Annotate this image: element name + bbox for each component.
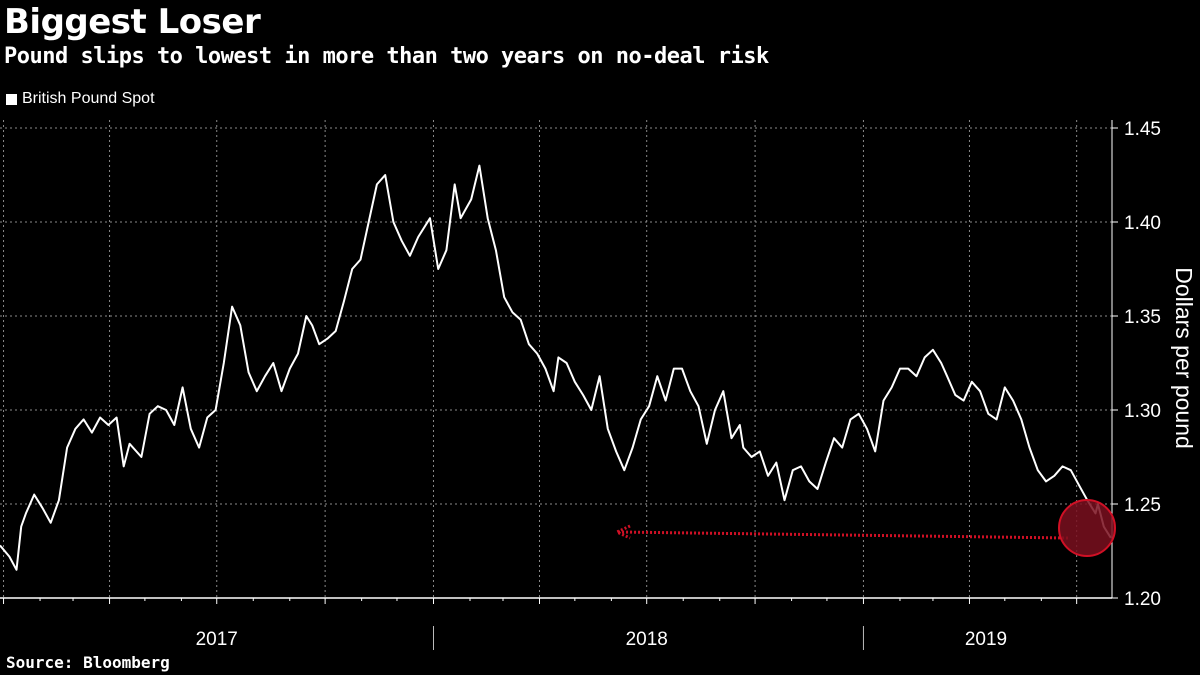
annotation-arrowhead [613,524,631,540]
x-year-label: 2019 [965,629,1007,650]
annotation-layer [613,499,1116,557]
x-year-label: 2017 [196,629,238,650]
y-tick-label: 1.25 [1124,495,1161,516]
x-year-label: 2018 [626,629,668,650]
legend: British Pound Spot [6,90,155,108]
legend-label: British Pound Spot [22,90,155,107]
y-tick-label: 1.30 [1124,401,1161,422]
chart-subtitle: Pound slips to lowest in more than two y… [4,44,769,69]
chart-title: Biggest Loser [4,2,261,42]
y-tick-label: 1.40 [1124,213,1161,234]
x-axis: 2017 2018 2019 [0,597,1112,650]
grid-lines [0,120,1112,598]
series-layer [0,164,1112,571]
legend-swatch [6,93,17,105]
y-tick-label: 1.35 [1124,307,1161,328]
source-note: Source: Bloomberg [6,653,170,672]
y-axis-label: Dollars per pound [1171,267,1197,449]
series-line-british-pound-spot [0,164,1112,571]
y-tick-label: 1.45 [1124,119,1161,140]
annotation-circle [1058,499,1116,557]
annotation-arrow [617,530,1069,540]
y-axis: 1.20 1.25 1.30 1.35 1.40 1.45 [1111,119,1161,610]
y-tick-label: 1.20 [1124,589,1161,610]
